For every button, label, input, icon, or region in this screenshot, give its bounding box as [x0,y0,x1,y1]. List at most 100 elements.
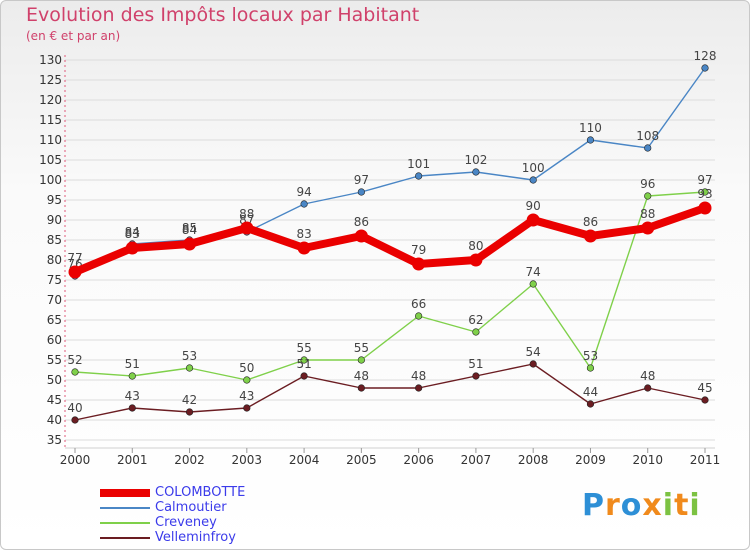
data-point [469,253,483,267]
data-point [415,312,423,320]
y-tick-label: 75 [47,273,62,287]
data-point [472,168,480,176]
series-line-creveney [74,191,706,381]
data-point [300,200,308,208]
data-point [297,241,311,255]
y-tick-label: 40 [47,413,62,427]
data-point [412,257,426,271]
y-tick-label: 110 [39,133,62,147]
data-label: 88 [239,207,254,221]
data-point [357,384,365,392]
logo-letter: o [620,488,643,523]
series-line-velleminfroy [74,363,706,421]
legend-label: Velleminfroy [155,530,236,545]
data-label: 40 [67,401,82,415]
data-point [125,241,139,255]
data-point [701,188,709,196]
data-label: 53 [182,349,197,363]
data-label: 88 [640,207,655,221]
data-label: 108 [636,129,659,143]
data-label: 97 [697,173,712,187]
x-tick-label: 2004 [289,453,320,467]
data-point [300,372,308,380]
data-label: 51 [125,357,140,371]
data-label: 86 [354,215,369,229]
data-point [357,188,365,196]
data-point [68,265,82,279]
data-label: 79 [411,243,426,257]
y-tick-label: 35 [47,433,62,447]
y-tick-label: 120 [39,93,62,107]
data-point [128,372,136,380]
y-tick-label: 125 [39,73,62,87]
y-tick-label: 95 [47,193,62,207]
x-tick-label: 2011 [690,453,721,467]
data-label: 83 [296,227,311,241]
data-label: 74 [526,265,541,279]
data-point [243,404,251,412]
logo-letter: i [689,488,701,523]
data-label: 84 [182,223,197,237]
data-label: 83 [125,227,140,241]
legend-label: Creveney [155,515,217,530]
data-point [529,280,537,288]
data-point [71,416,79,424]
data-label: 93 [697,187,712,201]
data-label: 55 [354,341,369,355]
x-tick-label: 2005 [346,453,377,467]
data-label: 52 [67,353,82,367]
y-tick-label: 70 [47,293,62,307]
data-label: 51 [468,357,483,371]
data-label: 44 [583,385,598,399]
y-tick-label: 115 [39,113,62,127]
y-tick-label: 85 [47,233,62,247]
x-tick-label: 2010 [632,453,663,467]
logo-letter: r [605,488,621,523]
data-label: 110 [579,121,602,135]
data-point [472,372,480,380]
chart-subtitle: (en € et par an) [26,29,121,43]
data-label: 51 [296,357,311,371]
data-point [526,213,540,227]
chart-title: Evolution des Impôts locaux par Habitant [26,4,420,26]
data-label: 48 [411,369,426,383]
legend-swatch [100,537,150,539]
y-tick-label: 130 [39,53,62,67]
data-label: 62 [468,313,483,327]
data-label: 53 [583,349,598,363]
data-label: 84 [125,225,140,239]
logo-letter: P [582,488,605,523]
data-label: 90 [526,199,541,213]
data-point [185,408,194,416]
data-point [644,144,652,152]
data-label: 102 [464,153,487,167]
x-tick-label: 2000 [60,453,91,467]
y-tick-label: 65 [47,313,62,327]
x-tick-label: 2003 [232,453,263,467]
data-label: 43 [125,389,140,403]
data-label: 45 [697,381,712,395]
legend-swatch [100,522,150,524]
logo-letter: x [642,488,663,523]
data-label: 77 [67,251,82,265]
data-point [240,221,254,235]
data-point [183,237,197,251]
y-tick-label: 105 [39,153,62,167]
data-label: 48 [354,369,369,383]
x-tick-label: 2009 [575,453,606,467]
y-tick-label: 80 [47,253,62,267]
data-point [586,364,595,372]
legend-label: COLOMBOTTE [155,485,246,500]
y-tick-label: 60 [47,333,62,347]
legend-label: Calmoutier [155,500,227,515]
data-label: 50 [239,361,254,375]
data-label: 86 [583,215,598,229]
data-point [185,364,194,372]
logo-letter: t [674,488,690,523]
data-label: 55 [296,341,311,355]
data-label: 66 [411,297,426,311]
data-point [415,172,423,180]
data-label: 101 [407,157,430,171]
